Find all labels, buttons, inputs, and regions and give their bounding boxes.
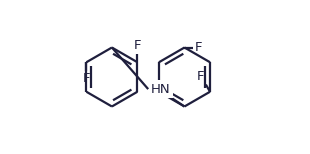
Text: F: F <box>194 41 202 54</box>
Text: F: F <box>134 39 141 52</box>
Text: HN: HN <box>151 83 171 96</box>
Text: F: F <box>82 72 90 85</box>
Text: F: F <box>197 70 204 83</box>
